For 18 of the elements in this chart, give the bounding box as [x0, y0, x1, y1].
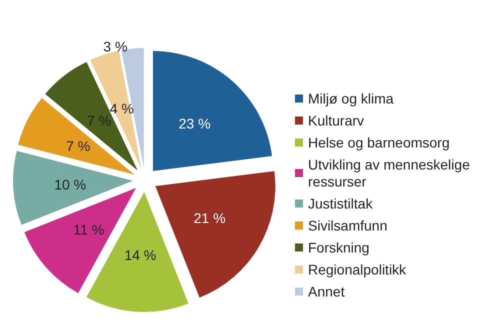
data-label: 3 % — [103, 38, 128, 55]
data-label: 7 % — [86, 112, 112, 129]
legend-label: Forskning — [308, 240, 370, 256]
legend-label: Miljø og klima — [308, 90, 394, 106]
data-label: 14 % — [124, 246, 156, 263]
legend-label: Utvikling av menneskelige ressurser — [308, 156, 474, 190]
data-label: 10 % — [54, 176, 86, 193]
legend-label: Kulturarv — [308, 112, 364, 128]
data-label: 7 % — [66, 138, 90, 154]
legend-label: Sivilsamfunn — [308, 218, 388, 234]
legend-label: Helse og barneomsorg — [308, 134, 450, 150]
data-label: 11 % — [73, 222, 104, 238]
data-label: 21 % — [194, 210, 226, 226]
data-label: 23 % — [178, 116, 211, 132]
legend-label: Justistiltak — [308, 196, 374, 212]
legend-label: Annet — [308, 284, 345, 300]
legend-label: Regionalpolitikk — [308, 262, 408, 278]
data-label: 4 % — [110, 100, 134, 117]
